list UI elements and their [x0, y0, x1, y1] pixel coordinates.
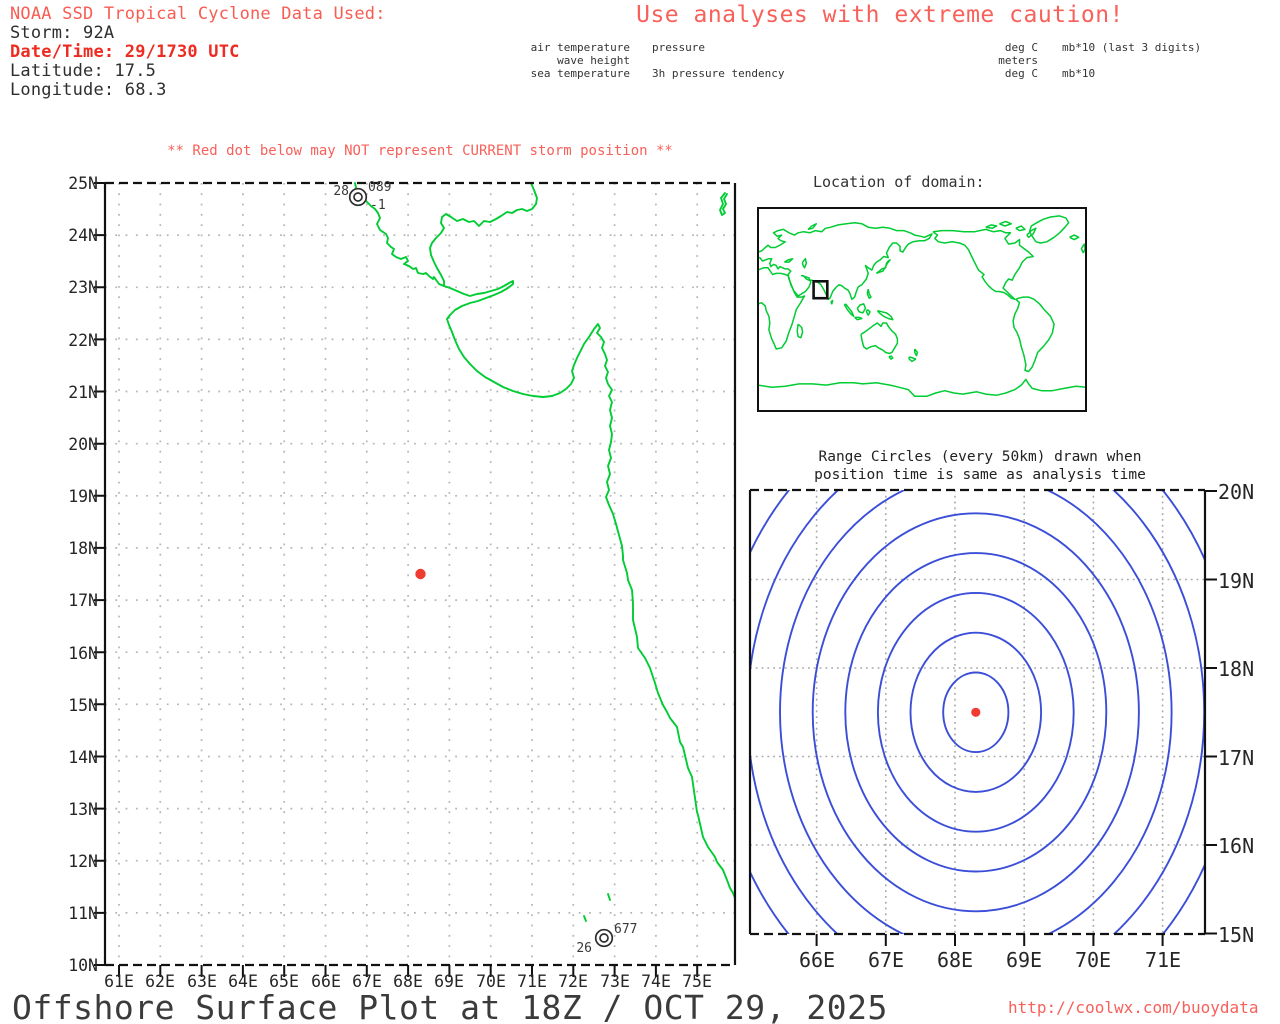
lon-label-64e: 64E	[228, 972, 258, 991]
legend-air-temperature: air temperature	[530, 41, 630, 54]
lat-label-19n: 19N	[68, 487, 98, 506]
page-title: Offshore Surface Plot at 18Z / OCT 29, 2…	[12, 988, 888, 1024]
lat-label-12n: 12N	[68, 852, 98, 871]
station1-tendency: -1	[370, 198, 386, 213]
legend-unit-meters: meters	[998, 54, 1038, 67]
datetime-line: Date/Time: 29/1730 UTC	[10, 42, 240, 62]
station2-pressure: 677	[614, 922, 638, 937]
range-lon-69e: 69E	[1005, 948, 1043, 972]
station1-air-temp: 28	[333, 184, 349, 199]
legend-unit-degc-2: deg C	[1004, 67, 1038, 80]
range-lat-19n: 19N	[1218, 569, 1255, 593]
lon-label-62e: 62E	[145, 972, 175, 991]
storm-id-line: Storm: 92A	[10, 23, 115, 43]
lon-label-61e: 61E	[104, 972, 134, 991]
lon-label-74e: 74E	[641, 972, 671, 991]
range-lat-18n: 18N	[1218, 657, 1255, 681]
range-lon-68e: 68E	[936, 948, 974, 972]
lon-label-70e: 70E	[476, 972, 506, 991]
lat-label-22n: 22N	[68, 331, 98, 350]
caution-headline: Use analyses with extreme caution!	[636, 2, 1124, 28]
lon-label-67e: 67E	[352, 972, 382, 991]
legend-wave-height: wave height	[557, 54, 630, 67]
lat-label-15n: 15N	[68, 696, 98, 715]
domain-inset-title: Location of domain:	[813, 173, 985, 191]
legend-unit-mb10: mb*10	[1062, 67, 1096, 80]
lat-label-24n: 24N	[68, 226, 98, 245]
lat-label-21n: 21N	[68, 383, 98, 402]
lon-label-63e: 63E	[187, 972, 217, 991]
lat-label-20n: 20N	[68, 435, 98, 454]
range-lon-67e: 67E	[867, 948, 905, 972]
legend-units-left: deg C meters deg C	[880, 41, 1038, 80]
legend-labels-left: air temperature wave height sea temperat…	[450, 41, 630, 80]
lat-label-25n: 25N	[68, 174, 98, 193]
lat-label-18n: 18N	[68, 539, 98, 558]
storm-position-warning: ** Red dot below may NOT represent CURRE…	[167, 143, 673, 159]
lat-label-11n: 11N	[68, 904, 98, 923]
lat-label-16n: 16N	[68, 644, 98, 663]
legend-unit-mb10-last3: mb*10 (last 3 digits)	[1062, 41, 1202, 54]
lon-label-71e: 71E	[517, 972, 547, 991]
station2-air-temp: 26	[576, 941, 592, 956]
range-plot-title-line2: position time is same as analysis time	[814, 467, 1146, 483]
range-lat-17n: 17N	[1218, 746, 1255, 770]
range-lon-71e: 71E	[1144, 948, 1182, 972]
lon-label-66e: 66E	[311, 972, 341, 991]
station1-pressure: 089	[368, 180, 392, 195]
lon-label-69e: 69E	[434, 972, 464, 991]
range-lat-20n: 20N	[1218, 480, 1255, 504]
lon-label-73e: 73E	[600, 972, 630, 991]
lat-label-10n: 10N	[68, 956, 98, 975]
source-url: http://coolwx.com/buoydata	[1008, 998, 1259, 1017]
longitude-line: Longitude: 68.3	[10, 80, 167, 100]
legend-unit-degc-1: deg C	[1004, 41, 1038, 54]
range-lat-15n: 15N	[1218, 923, 1255, 947]
range-lat-16n: 16N	[1218, 834, 1255, 858]
range-plot-title-line1: Range Circles (every 50km) drawn when	[818, 449, 1142, 465]
lat-label-13n: 13N	[68, 800, 98, 819]
lon-label-65e: 65E	[269, 972, 299, 991]
legend-pressure-tendency: 3h pressure tendency	[652, 67, 785, 80]
range-lon-66e: 66E	[798, 948, 836, 972]
range-lon-70e: 70E	[1074, 948, 1112, 972]
data-source-line: NOAA SSD Tropical Cyclone Data Used:	[10, 4, 386, 24]
latitude-line: Latitude: 17.5	[10, 61, 157, 81]
lat-label-23n: 23N	[68, 278, 98, 297]
lon-label-75e: 75E	[682, 972, 712, 991]
lat-label-17n: 17N	[68, 591, 98, 610]
legend-pressure: pressure	[652, 41, 705, 54]
header-block: NOAA SSD Tropical Cyclone Data Used: Sto…	[10, 5, 386, 100]
lat-label-14n: 14N	[68, 748, 98, 767]
lon-label-72e: 72E	[558, 972, 588, 991]
lon-label-68e: 68E	[393, 972, 423, 991]
legend-sea-temperature: sea temperature	[530, 67, 630, 80]
